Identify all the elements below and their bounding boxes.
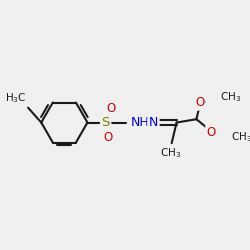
Text: N: N: [149, 116, 158, 129]
Text: O: O: [207, 126, 216, 139]
Text: S: S: [102, 116, 110, 129]
Text: $\mathregular{CH_3}$: $\mathregular{CH_3}$: [160, 146, 182, 160]
Text: $\mathregular{H_3C}$: $\mathregular{H_3C}$: [5, 92, 26, 105]
Text: $\mathregular{CH_3}$: $\mathregular{CH_3}$: [220, 90, 241, 104]
Text: O: O: [104, 131, 113, 144]
Text: $\mathregular{CH_3}$: $\mathregular{CH_3}$: [231, 130, 250, 144]
Text: O: O: [106, 102, 115, 115]
Text: NH: NH: [130, 116, 149, 129]
Text: O: O: [195, 96, 204, 109]
